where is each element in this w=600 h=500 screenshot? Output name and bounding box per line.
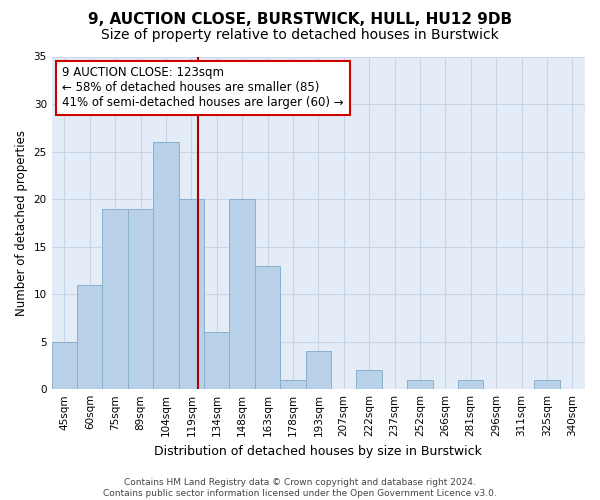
Bar xyxy=(229,199,255,389)
Bar xyxy=(153,142,179,389)
Y-axis label: Number of detached properties: Number of detached properties xyxy=(15,130,28,316)
Bar xyxy=(280,380,305,389)
Bar xyxy=(356,370,382,389)
Bar xyxy=(179,199,204,389)
Bar xyxy=(77,284,103,389)
Text: 9, AUCTION CLOSE, BURSTWICK, HULL, HU12 9DB: 9, AUCTION CLOSE, BURSTWICK, HULL, HU12 … xyxy=(88,12,512,28)
Bar xyxy=(128,208,153,389)
Bar xyxy=(534,380,560,389)
Text: Contains HM Land Registry data © Crown copyright and database right 2024.
Contai: Contains HM Land Registry data © Crown c… xyxy=(103,478,497,498)
Bar xyxy=(305,351,331,389)
Bar xyxy=(407,380,433,389)
Bar xyxy=(204,332,229,389)
Text: 9 AUCTION CLOSE: 123sqm
← 58% of detached houses are smaller (85)
41% of semi-de: 9 AUCTION CLOSE: 123sqm ← 58% of detache… xyxy=(62,66,344,110)
Text: Size of property relative to detached houses in Burstwick: Size of property relative to detached ho… xyxy=(101,28,499,42)
Bar xyxy=(458,380,484,389)
Bar xyxy=(103,208,128,389)
Bar xyxy=(255,266,280,389)
X-axis label: Distribution of detached houses by size in Burstwick: Distribution of detached houses by size … xyxy=(154,444,482,458)
Bar xyxy=(52,342,77,389)
